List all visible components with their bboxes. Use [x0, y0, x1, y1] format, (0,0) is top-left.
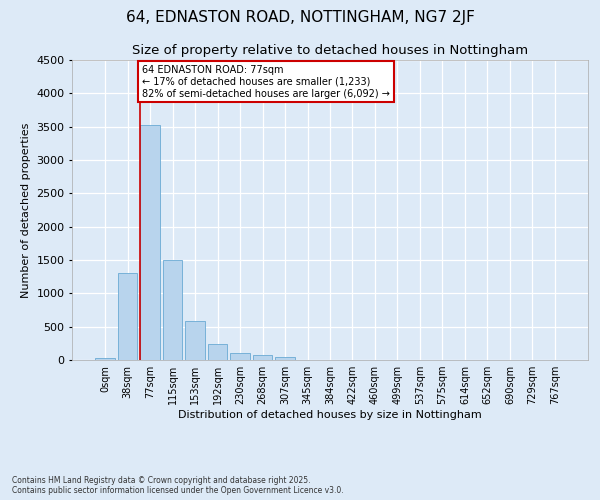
Bar: [95, 358, 115, 360]
Bar: [118, 274, 137, 360]
Title: Size of property relative to detached houses in Nottingham: Size of property relative to detached ho…: [132, 44, 528, 58]
Bar: [163, 260, 182, 360]
X-axis label: Distribution of detached houses by size in Nottingham: Distribution of detached houses by size …: [178, 410, 482, 420]
Text: Contains HM Land Registry data © Crown copyright and database right 2025.
Contai: Contains HM Land Registry data © Crown c…: [12, 476, 344, 495]
Text: 64, EDNASTON ROAD, NOTTINGHAM, NG7 2JF: 64, EDNASTON ROAD, NOTTINGHAM, NG7 2JF: [125, 10, 475, 25]
Y-axis label: Number of detached properties: Number of detached properties: [20, 122, 31, 298]
Bar: [140, 124, 160, 360]
Bar: [185, 320, 205, 360]
Bar: [275, 357, 295, 360]
Bar: [208, 344, 227, 360]
Text: 64 EDNASTON ROAD: 77sqm
← 17% of detached houses are smaller (1,233)
82% of semi: 64 EDNASTON ROAD: 77sqm ← 17% of detache…: [142, 66, 390, 98]
Bar: [230, 352, 250, 360]
Bar: [253, 355, 272, 360]
